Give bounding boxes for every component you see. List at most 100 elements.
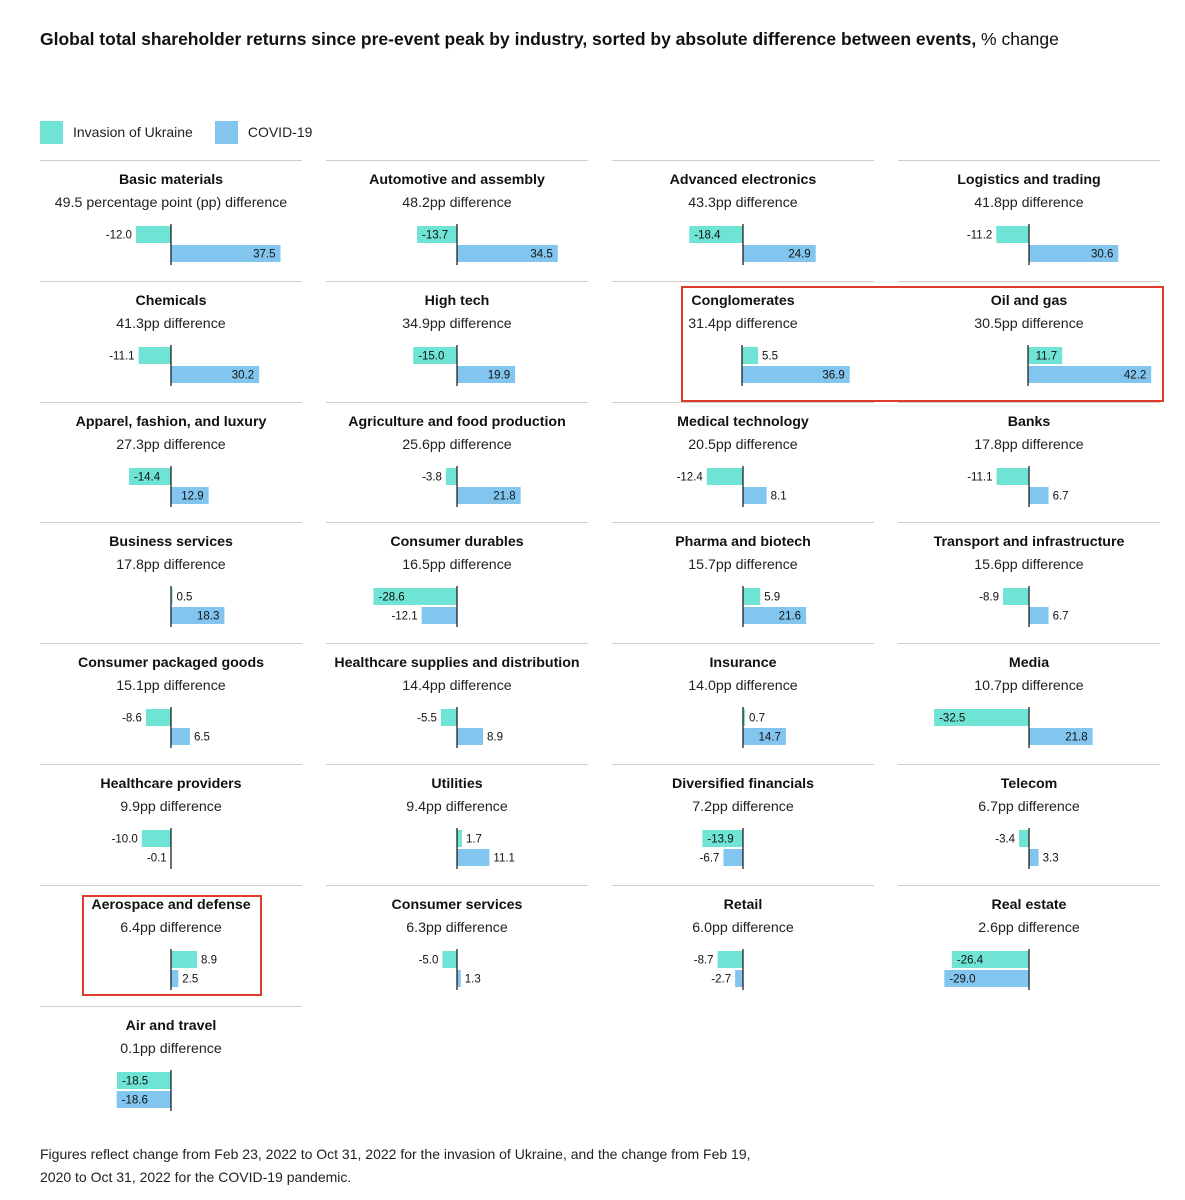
panel-high-tech: High tech 34.9pp difference -15.0 19.9 bbox=[326, 280, 588, 402]
panel-business-services: Business services 17.8pp difference 0.5 18.… bbox=[40, 522, 302, 643]
panel-title: Basic materials bbox=[118, 172, 224, 188]
panel-conglomerates: Conglomerates 31.4pp difference 5.5 36.9 bbox=[612, 280, 874, 402]
label-covid: 37.5 bbox=[253, 249, 275, 261]
label-ukraine: -12.4 bbox=[677, 471, 704, 483]
panel-advanced-electronics: Advanced electronics 43.3pp difference -18… bbox=[612, 160, 874, 281]
bar-ukraine bbox=[1028, 346, 1063, 364]
label-covid: 21.6 bbox=[779, 611, 801, 623]
label-covid: 3.3 bbox=[1043, 853, 1059, 865]
label-covid: 18.3 bbox=[197, 611, 219, 623]
legend-item-covid: COVID-19 bbox=[214, 120, 312, 144]
bar-covid bbox=[171, 728, 190, 746]
panel-difference: 15.6pp difference bbox=[974, 557, 1084, 574]
bar-covid bbox=[116, 1090, 171, 1108]
bar-ukraine bbox=[743, 588, 761, 606]
panel-difference: 17.8pp difference bbox=[116, 557, 226, 574]
bar-ukraine bbox=[702, 830, 743, 847]
bar-covid bbox=[1029, 849, 1039, 866]
label-covid: 14.7 bbox=[759, 732, 781, 744]
panel-title: Banks bbox=[1007, 413, 1051, 430]
bar-ukraine bbox=[128, 467, 171, 485]
bar-ukraine bbox=[442, 950, 457, 968]
label-ukraine: 11.7 bbox=[1036, 350, 1058, 362]
panel-chart: -13.7 34.5 bbox=[416, 224, 558, 265]
label-ukraine: -14.4 bbox=[134, 471, 161, 483]
bar-covid bbox=[171, 486, 209, 504]
bar-covid bbox=[743, 486, 767, 504]
panel-chart: -28.6 -12.1 bbox=[373, 586, 458, 628]
bar-covid bbox=[421, 607, 457, 625]
bar-ukraine bbox=[416, 226, 457, 243]
bar-ukraine bbox=[706, 467, 743, 485]
label-covid: 12.9 bbox=[181, 490, 203, 502]
highlight-box-conglomerates-oil-gas bbox=[681, 286, 1164, 402]
bar-covid bbox=[171, 969, 179, 987]
panel-difference: 9.9pp difference bbox=[120, 799, 222, 815]
panel-difference: 0.1pp difference bbox=[120, 1040, 222, 1057]
bar-covid bbox=[1029, 728, 1093, 746]
panel-telecom: Telecom 6.7pp difference -3.4 3.3 bbox=[898, 764, 1160, 885]
panel-title: High tech bbox=[424, 292, 490, 309]
bar-ukraine bbox=[934, 709, 1029, 727]
panel-chart: -3.4 3.3 bbox=[995, 828, 1059, 869]
panel-chart: 11.7 42.2 bbox=[1027, 344, 1152, 386]
panel-difference: 9.4pp difference bbox=[406, 799, 508, 815]
bar-covid bbox=[457, 728, 483, 746]
panel-difference: 14.0pp difference bbox=[688, 678, 798, 695]
panel-difference: 6.3pp difference bbox=[406, 919, 508, 936]
panel-difference: 20.5pp difference bbox=[688, 436, 798, 453]
panel-logistics-and-trading: Logistics and trading 41.8pp difference -1… bbox=[898, 160, 1160, 281]
bar-covid bbox=[171, 607, 225, 625]
panel-title: Medical technology bbox=[677, 413, 809, 430]
bar-ukraine bbox=[135, 226, 171, 243]
panel-pharma-and-biotech: Pharma and biotech 15.7pp difference 5.9 21… bbox=[612, 522, 874, 643]
panel-title: Insurance bbox=[709, 655, 777, 672]
label-ukraine: -8.7 bbox=[694, 954, 714, 966]
label-covid: 2.5 bbox=[182, 973, 198, 985]
panel-aerospace-and-defense: Aerospace and defense 6.4pp difference 8.9… bbox=[40, 884, 302, 1006]
label-covid: -6.7 bbox=[700, 853, 720, 865]
label-ukraine: -11.2 bbox=[967, 230, 992, 242]
label-covid: 8.1 bbox=[771, 490, 787, 502]
label-ukraine: -11.1 bbox=[109, 350, 134, 362]
bar-ukraine bbox=[717, 950, 743, 968]
panel-difference: 48.2pp difference bbox=[402, 195, 512, 211]
bar-ukraine bbox=[457, 830, 462, 847]
bar-ukraine bbox=[1019, 830, 1029, 847]
panel-consumer-services: Consumer services 6.3pp difference -5.0 1.3 bbox=[326, 884, 588, 1006]
label-ukraine: 5.9 bbox=[764, 592, 780, 604]
label-covid: -29.0 bbox=[949, 973, 975, 985]
panel-title: Oil and gas bbox=[990, 292, 1068, 309]
label-ukraine: -18.4 bbox=[694, 230, 721, 242]
panel-title: Advanced electronics bbox=[669, 172, 817, 188]
panel-chart: -11.1 6.7 bbox=[967, 465, 1069, 507]
panel-transport-and-infrastructure: Transport and infrastructure 15.6pp diffe… bbox=[898, 522, 1160, 643]
bar-ukraine bbox=[141, 830, 171, 847]
bar-covid bbox=[1029, 245, 1119, 262]
panel-chart: -3.8 21.8 bbox=[422, 465, 521, 507]
label-covid: 6.7 bbox=[1053, 611, 1069, 623]
panel-chart: 0.7 14.7 bbox=[742, 707, 786, 749]
panel-air-and-travel: Air and travel 0.1pp difference -18.5 -18.6 bbox=[40, 1005, 302, 1127]
panel-difference: 25.6pp difference bbox=[402, 436, 512, 453]
panel-title: Real estate bbox=[991, 896, 1067, 913]
legend: Invasion of Ukraine COVID-19 bbox=[40, 120, 334, 144]
panel-chart: -12.0 37.5 bbox=[106, 224, 281, 265]
bar-covid bbox=[743, 245, 816, 262]
label-ukraine: -32.5 bbox=[939, 713, 965, 725]
panel-title: Healthcare supplies and distribution bbox=[334, 655, 580, 672]
panel-diversified-financials: Diversified financials 7.2pp difference -1… bbox=[612, 764, 874, 885]
bar-covid bbox=[1029, 607, 1049, 625]
bar-ukraine bbox=[996, 467, 1029, 485]
panel-difference: 6.7pp difference bbox=[978, 799, 1080, 815]
label-covid: 24.9 bbox=[788, 249, 810, 261]
bar-ukraine bbox=[116, 1071, 171, 1089]
panel-chart: -18.5 -18.6 bbox=[116, 1069, 172, 1111]
bar-ukraine bbox=[145, 709, 171, 727]
bar-ukraine bbox=[440, 709, 457, 727]
label-ukraine: 0.5 bbox=[176, 592, 192, 604]
label-ukraine: -5.0 bbox=[419, 954, 439, 966]
label-covid: 36.9 bbox=[822, 369, 844, 381]
panel-automotive-and-assembly: Automotive and assembly 48.2pp difference… bbox=[326, 160, 588, 281]
panel-title: Automotive and assembly bbox=[369, 172, 545, 188]
